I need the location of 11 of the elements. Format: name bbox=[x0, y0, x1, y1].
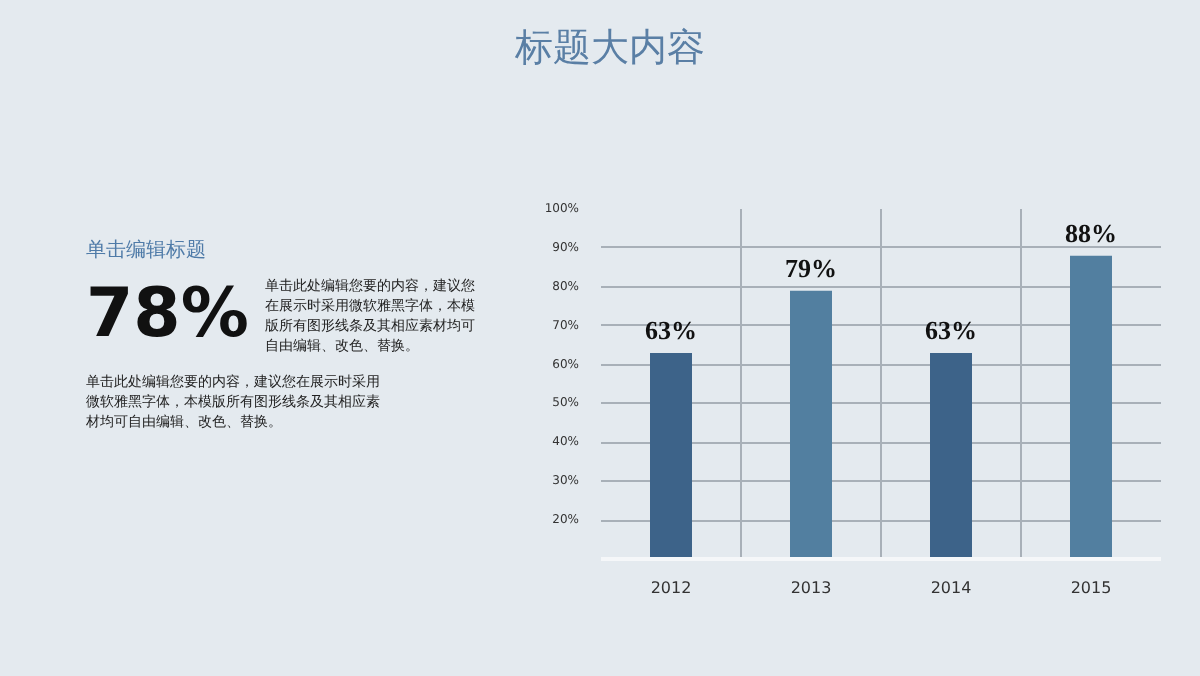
text: 78% bbox=[86, 272, 249, 359]
data-label: 63% bbox=[645, 314, 697, 345]
data-label: 79% bbox=[785, 252, 837, 283]
x-tick-label: 2012 bbox=[650, 579, 692, 597]
data-label: 88% bbox=[1065, 217, 1117, 248]
x-tick-label: 2015 bbox=[1070, 579, 1112, 597]
data-label: 63% bbox=[925, 314, 977, 345]
text: 单击编辑标题 bbox=[86, 238, 208, 266]
chart-title: 标题大内容 bbox=[513, 24, 707, 74]
x-tick-label: 2013 bbox=[790, 579, 832, 597]
x-tick-label: 2014 bbox=[930, 579, 972, 597]
